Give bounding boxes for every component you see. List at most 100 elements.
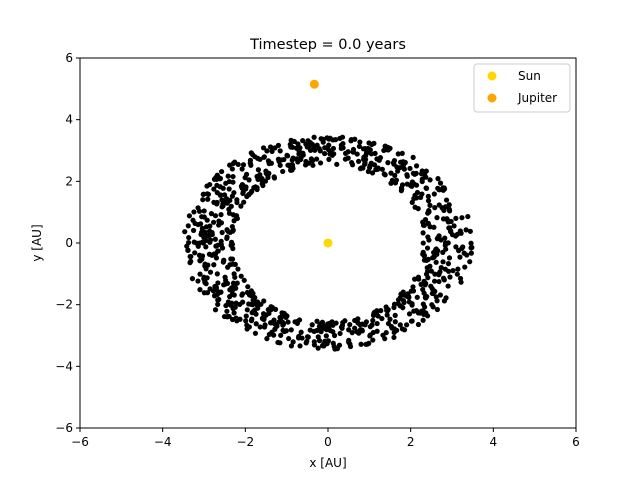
particle-point [399, 186, 405, 192]
particle-point [277, 162, 283, 168]
particle-point [425, 256, 431, 262]
particle-point [441, 298, 448, 304]
particle-point [432, 248, 438, 254]
particle-point [323, 325, 329, 331]
particle-point [374, 320, 380, 327]
particle-point [283, 314, 289, 320]
particle-point [284, 152, 290, 158]
particle-point [459, 215, 465, 221]
particle-point [239, 182, 245, 188]
particle-point [285, 319, 291, 325]
particle-point [427, 202, 433, 208]
particle-point [202, 279, 208, 286]
particle-point [325, 338, 331, 344]
particle-point [231, 190, 237, 196]
particle-point [215, 301, 221, 307]
particle-point [420, 251, 426, 257]
particle-point [197, 221, 204, 227]
particle-point [215, 242, 221, 248]
particle-point [204, 183, 210, 189]
particle-point [206, 251, 213, 257]
particle-point [468, 250, 474, 256]
particle-point [370, 337, 376, 343]
particle-point [375, 165, 381, 171]
particle-point [211, 262, 217, 268]
particle-point [260, 145, 267, 151]
particle-point [265, 158, 272, 164]
particle-point [285, 162, 291, 168]
particle-point [370, 329, 376, 336]
particle-point [311, 342, 318, 348]
particle-point [392, 172, 398, 179]
particle-point [297, 343, 303, 349]
particle-point [397, 322, 403, 328]
particle-point [428, 268, 434, 274]
particle-point [465, 213, 471, 220]
particle-point [259, 175, 265, 182]
particle-point [310, 162, 316, 168]
particle-point [217, 184, 223, 190]
particle-point [215, 280, 221, 286]
particle-point [272, 145, 278, 151]
particle-point [408, 318, 415, 324]
particle-point [314, 318, 320, 324]
particle-point [185, 239, 192, 246]
particle-point [190, 227, 197, 234]
particle-point [230, 245, 236, 252]
particle-point [418, 194, 424, 200]
particle-point [295, 335, 302, 341]
particle-point [413, 163, 420, 169]
particle-point [267, 320, 274, 326]
particle-point [240, 162, 247, 168]
particle-point [449, 232, 456, 238]
chart-title: Timestep = 0.0 years [249, 37, 406, 53]
particle-point [219, 168, 225, 175]
particle-point [204, 191, 210, 197]
particle-point [280, 327, 286, 333]
particle-point [241, 277, 247, 283]
particle-point [326, 156, 332, 162]
particle-point [391, 326, 397, 332]
particle-point [356, 143, 362, 150]
particle-point [435, 185, 441, 191]
particle-point [446, 255, 453, 261]
particle-point [437, 180, 444, 186]
particle-point [317, 160, 324, 166]
particle-point [400, 162, 407, 168]
particle-point [432, 278, 438, 284]
particle-point [218, 289, 224, 295]
particle-point [212, 307, 219, 313]
particle-point [224, 308, 230, 314]
legend-marker-jupiter [487, 93, 497, 103]
particle-point [468, 240, 474, 246]
particle-point [367, 333, 373, 339]
particle-point [252, 330, 259, 336]
particle-point [366, 165, 373, 171]
particle-point [370, 317, 376, 324]
particle-point [231, 292, 237, 298]
particle-point [191, 239, 197, 245]
particle-point [253, 311, 259, 317]
particle-point [412, 204, 418, 210]
particle-point [261, 316, 267, 323]
particle-point [345, 155, 351, 161]
particle-point [450, 268, 456, 274]
particle-point [384, 312, 390, 318]
particle-point [197, 287, 203, 293]
particle-point [395, 168, 401, 174]
x-tick-label: 4 [490, 435, 498, 449]
particle-point [434, 306, 440, 313]
particle-point [185, 247, 191, 253]
particle-point [436, 271, 442, 277]
particle-point [414, 294, 420, 300]
particle-point [243, 171, 250, 177]
particle-point [240, 189, 246, 195]
particle-point [358, 341, 364, 347]
particle-point [342, 318, 348, 324]
particle-point [387, 316, 393, 322]
particle-point [234, 199, 240, 206]
particle-point [425, 193, 431, 200]
particle-point [415, 321, 422, 328]
jupiter-point [309, 79, 319, 89]
particle-point [255, 174, 261, 180]
